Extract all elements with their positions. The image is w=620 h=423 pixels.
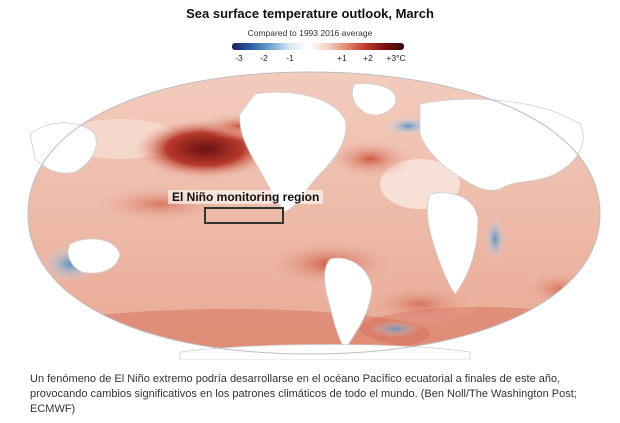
legend-tick-label: -3 [235, 53, 243, 63]
legend-ticks: -3 -2 -1 +1 +2 +3°C [218, 53, 418, 65]
color-scale-legend [232, 43, 404, 50]
greenland-land [351, 83, 397, 116]
legend-tick-label: +1 [337, 53, 347, 63]
asia-east-land [29, 122, 97, 174]
el-nino-monitoring-box [204, 207, 284, 224]
sst-anomaly-map [27, 71, 601, 360]
australia-land [67, 238, 121, 274]
legend-tick-label: +3°C [386, 53, 406, 63]
map-subtitle: Compared to 1993 2016 average [247, 28, 373, 38]
globe-outline [27, 71, 601, 355]
el-nino-region-label: El Niño monitoring region [168, 190, 324, 204]
caption: Un fenómeno de El Niño extremo podría de… [30, 373, 577, 415]
world-map [0, 64, 620, 360]
legend-tick-label: -2 [260, 53, 268, 63]
legend-tick-label: -1 [286, 53, 294, 63]
eurasia-land [419, 98, 584, 191]
land-masses [29, 83, 584, 360]
africa-land [426, 192, 479, 295]
map-title: Sea surface temperature outlook, March [186, 6, 434, 21]
legend-tick-label: +2 [363, 53, 373, 63]
